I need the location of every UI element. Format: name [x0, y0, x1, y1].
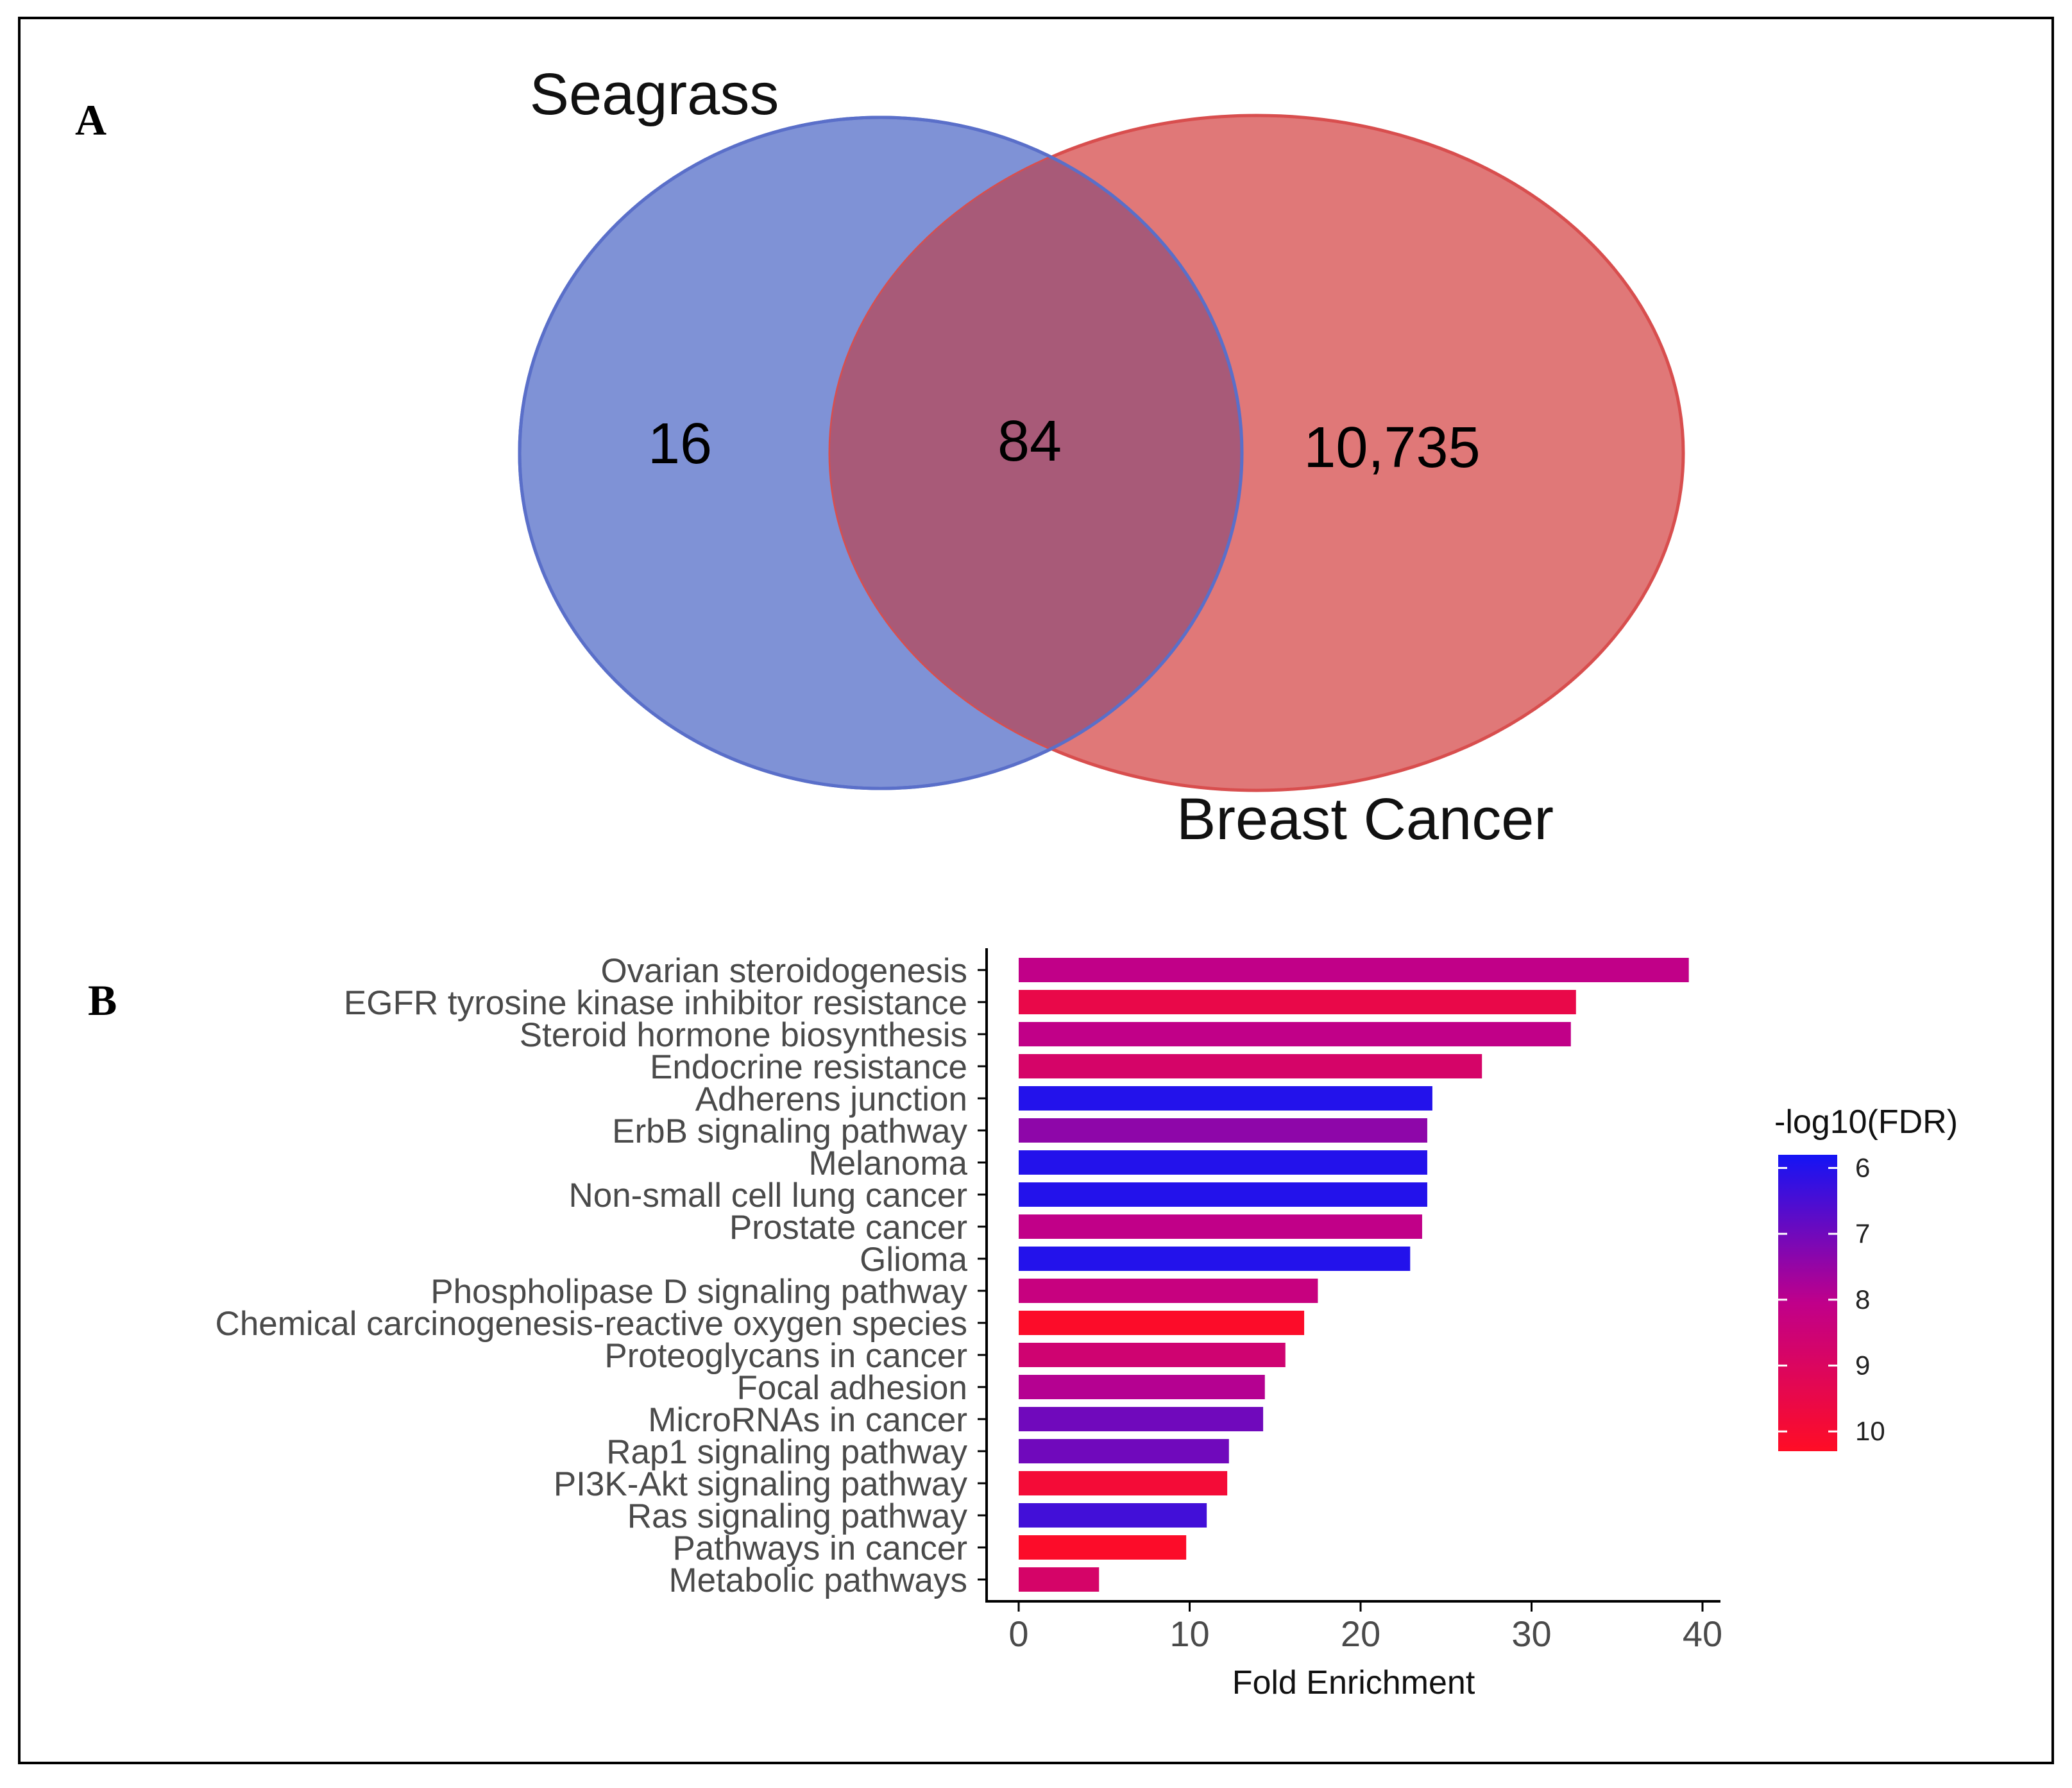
category-label-steroid-hormone-biosynthesis: Steroid hormone biosynthesis: [520, 1016, 967, 1054]
x-tick-label-30: 30: [1511, 1613, 1551, 1654]
venn-overlap: [830, 117, 1242, 788]
color-legend: -log10(FDR) 6 7 8 9 10: [1774, 1103, 1958, 1451]
category-label-proteoglycans-in-cancer: Proteoglycans in cancer: [604, 1337, 967, 1375]
legend-title: -log10(FDR): [1774, 1103, 1958, 1141]
venn-count-only-seagrass: 16: [648, 412, 712, 476]
category-label-ras-signaling-pathway: Ras signaling pathway: [627, 1497, 968, 1535]
bar-chemical-carcinogenesis-reactive-oxygen-species: [1019, 1311, 1305, 1335]
venn-diagram: Seagrass Breast Cancer 16 84 10,735: [518, 62, 1685, 852]
category-label-pi3k-akt-signaling-pathway: PI3K-Akt signaling pathway: [554, 1465, 968, 1503]
bar-micrornas-in-cancer: [1019, 1407, 1264, 1431]
bar-glioma: [1019, 1247, 1411, 1271]
category-label-chemical-carcinogenesis-reactive-oxygen-species: Chemical carcinogenesis-reactive oxygen …: [216, 1305, 967, 1343]
x-tick-label-0: 0: [1008, 1613, 1028, 1654]
venn-circle-seagrass-outline: [518, 115, 1244, 790]
bar-ras-signaling-pathway: [1019, 1503, 1207, 1528]
x-axis-title: Fold Enrichment: [1232, 1664, 1475, 1701]
venn-set-label-seagrass: Seagrass: [530, 62, 779, 127]
venn-count-intersection: 84: [998, 409, 1062, 473]
bar-group: [1019, 958, 1689, 1592]
figure-border: [18, 17, 2054, 1764]
category-label-glioma: Glioma: [860, 1241, 967, 1279]
category-label-micrornas-in-cancer: MicroRNAs in cancer: [648, 1401, 967, 1439]
bar-egfr-tyrosine-kinase-inhibitor-resistance: [1019, 990, 1576, 1014]
category-label-erbb-signaling-pathway: ErbB signaling pathway: [612, 1112, 967, 1150]
category-label-adherens-junction: Adherens junction: [695, 1080, 967, 1118]
bar-prostate-cancer: [1019, 1214, 1422, 1239]
category-label-non-small-cell-lung-cancer: Non-small cell lung cancer: [568, 1177, 967, 1214]
bar-non-small-cell-lung-cancer: [1019, 1182, 1427, 1207]
bar-pathways-in-cancer: [1019, 1535, 1187, 1560]
legend-tick-label-9: 9: [1855, 1350, 1870, 1381]
bar-endocrine-resistance: [1019, 1054, 1482, 1078]
category-label-ovarian-steroidogenesis: Ovarian steroidogenesis: [600, 952, 967, 990]
bar-rap1-signaling-pathway: [1019, 1439, 1229, 1463]
bar-erbb-signaling-pathway: [1019, 1118, 1427, 1143]
x-tick-label-20: 20: [1341, 1613, 1380, 1654]
category-label-pathways-in-cancer: Pathways in cancer: [672, 1529, 967, 1567]
legend-tick-label-7: 7: [1855, 1218, 1870, 1248]
category-label-melanoma: Melanoma: [809, 1145, 968, 1182]
category-label-rap1-signaling-pathway: Rap1 signaling pathway: [606, 1433, 967, 1471]
x-tick-group: 0 10 20 30 40: [1008, 1601, 1722, 1654]
venn-count-only-breast-cancer: 10,735: [1303, 416, 1480, 480]
panel-label-a: A: [75, 96, 106, 144]
category-label-egfr-tyrosine-kinase-inhibitor-resistance: EGFR tyrosine kinase inhibitor resistanc…: [344, 984, 967, 1022]
category-label-endocrine-resistance: Endocrine resistance: [650, 1048, 967, 1086]
legend-tick-label-10: 10: [1855, 1416, 1885, 1446]
bar-proteoglycans-in-cancer: [1019, 1343, 1286, 1367]
bar-phospholipase-d-signaling-pathway: [1019, 1279, 1318, 1303]
bar-focal-adhesion: [1019, 1375, 1265, 1399]
x-tick-label-40: 40: [1683, 1613, 1722, 1654]
venn-set-label-breast-cancer: Breast Cancer: [1176, 787, 1554, 852]
legend-tick-group: 6 7 8 9 10: [1778, 1153, 1885, 1446]
bar-melanoma: [1019, 1150, 1427, 1175]
bar-steroid-hormone-biosynthesis: [1019, 1022, 1571, 1046]
category-label-metabolic-pathways: Metabolic pathways: [669, 1562, 967, 1599]
category-label-prostate-cancer: Prostate cancer: [729, 1209, 967, 1247]
bar-adherens-junction: [1019, 1086, 1432, 1111]
x-tick-label-10: 10: [1169, 1613, 1209, 1654]
panel-label-b: B: [88, 976, 117, 1025]
legend-colorbar: [1778, 1155, 1837, 1451]
bar-pi3k-akt-signaling-pathway: [1019, 1471, 1228, 1495]
legend-tick-label-6: 6: [1855, 1153, 1870, 1183]
category-label-focal-adhesion: Focal adhesion: [737, 1369, 967, 1407]
category-label-phospholipase-d-signaling-pathway: Phospholipase D signaling pathway: [430, 1273, 967, 1311]
legend-tick-label-8: 8: [1855, 1284, 1870, 1315]
bar-metabolic-pathways: [1019, 1567, 1100, 1592]
bar-ovarian-steroidogenesis: [1019, 958, 1689, 982]
